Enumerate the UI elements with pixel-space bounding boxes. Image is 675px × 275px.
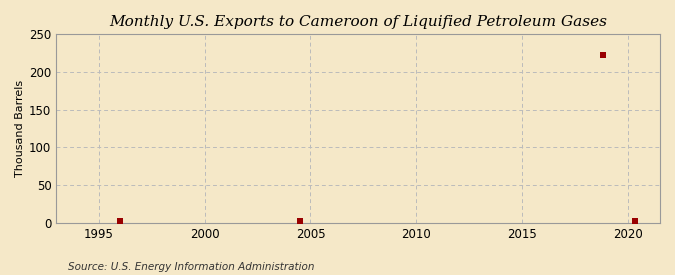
Text: Source: U.S. Energy Information Administration: Source: U.S. Energy Information Administ…: [68, 262, 314, 272]
Point: [294, 218, 305, 223]
Point: [629, 219, 640, 224]
Y-axis label: Thousand Barrels: Thousand Barrels: [15, 80, 25, 177]
Point: [597, 53, 608, 58]
Point: [115, 218, 126, 223]
Title: Monthly U.S. Exports to Cameroon of Liquified Petroleum Gases: Monthly U.S. Exports to Cameroon of Liqu…: [109, 15, 607, 29]
